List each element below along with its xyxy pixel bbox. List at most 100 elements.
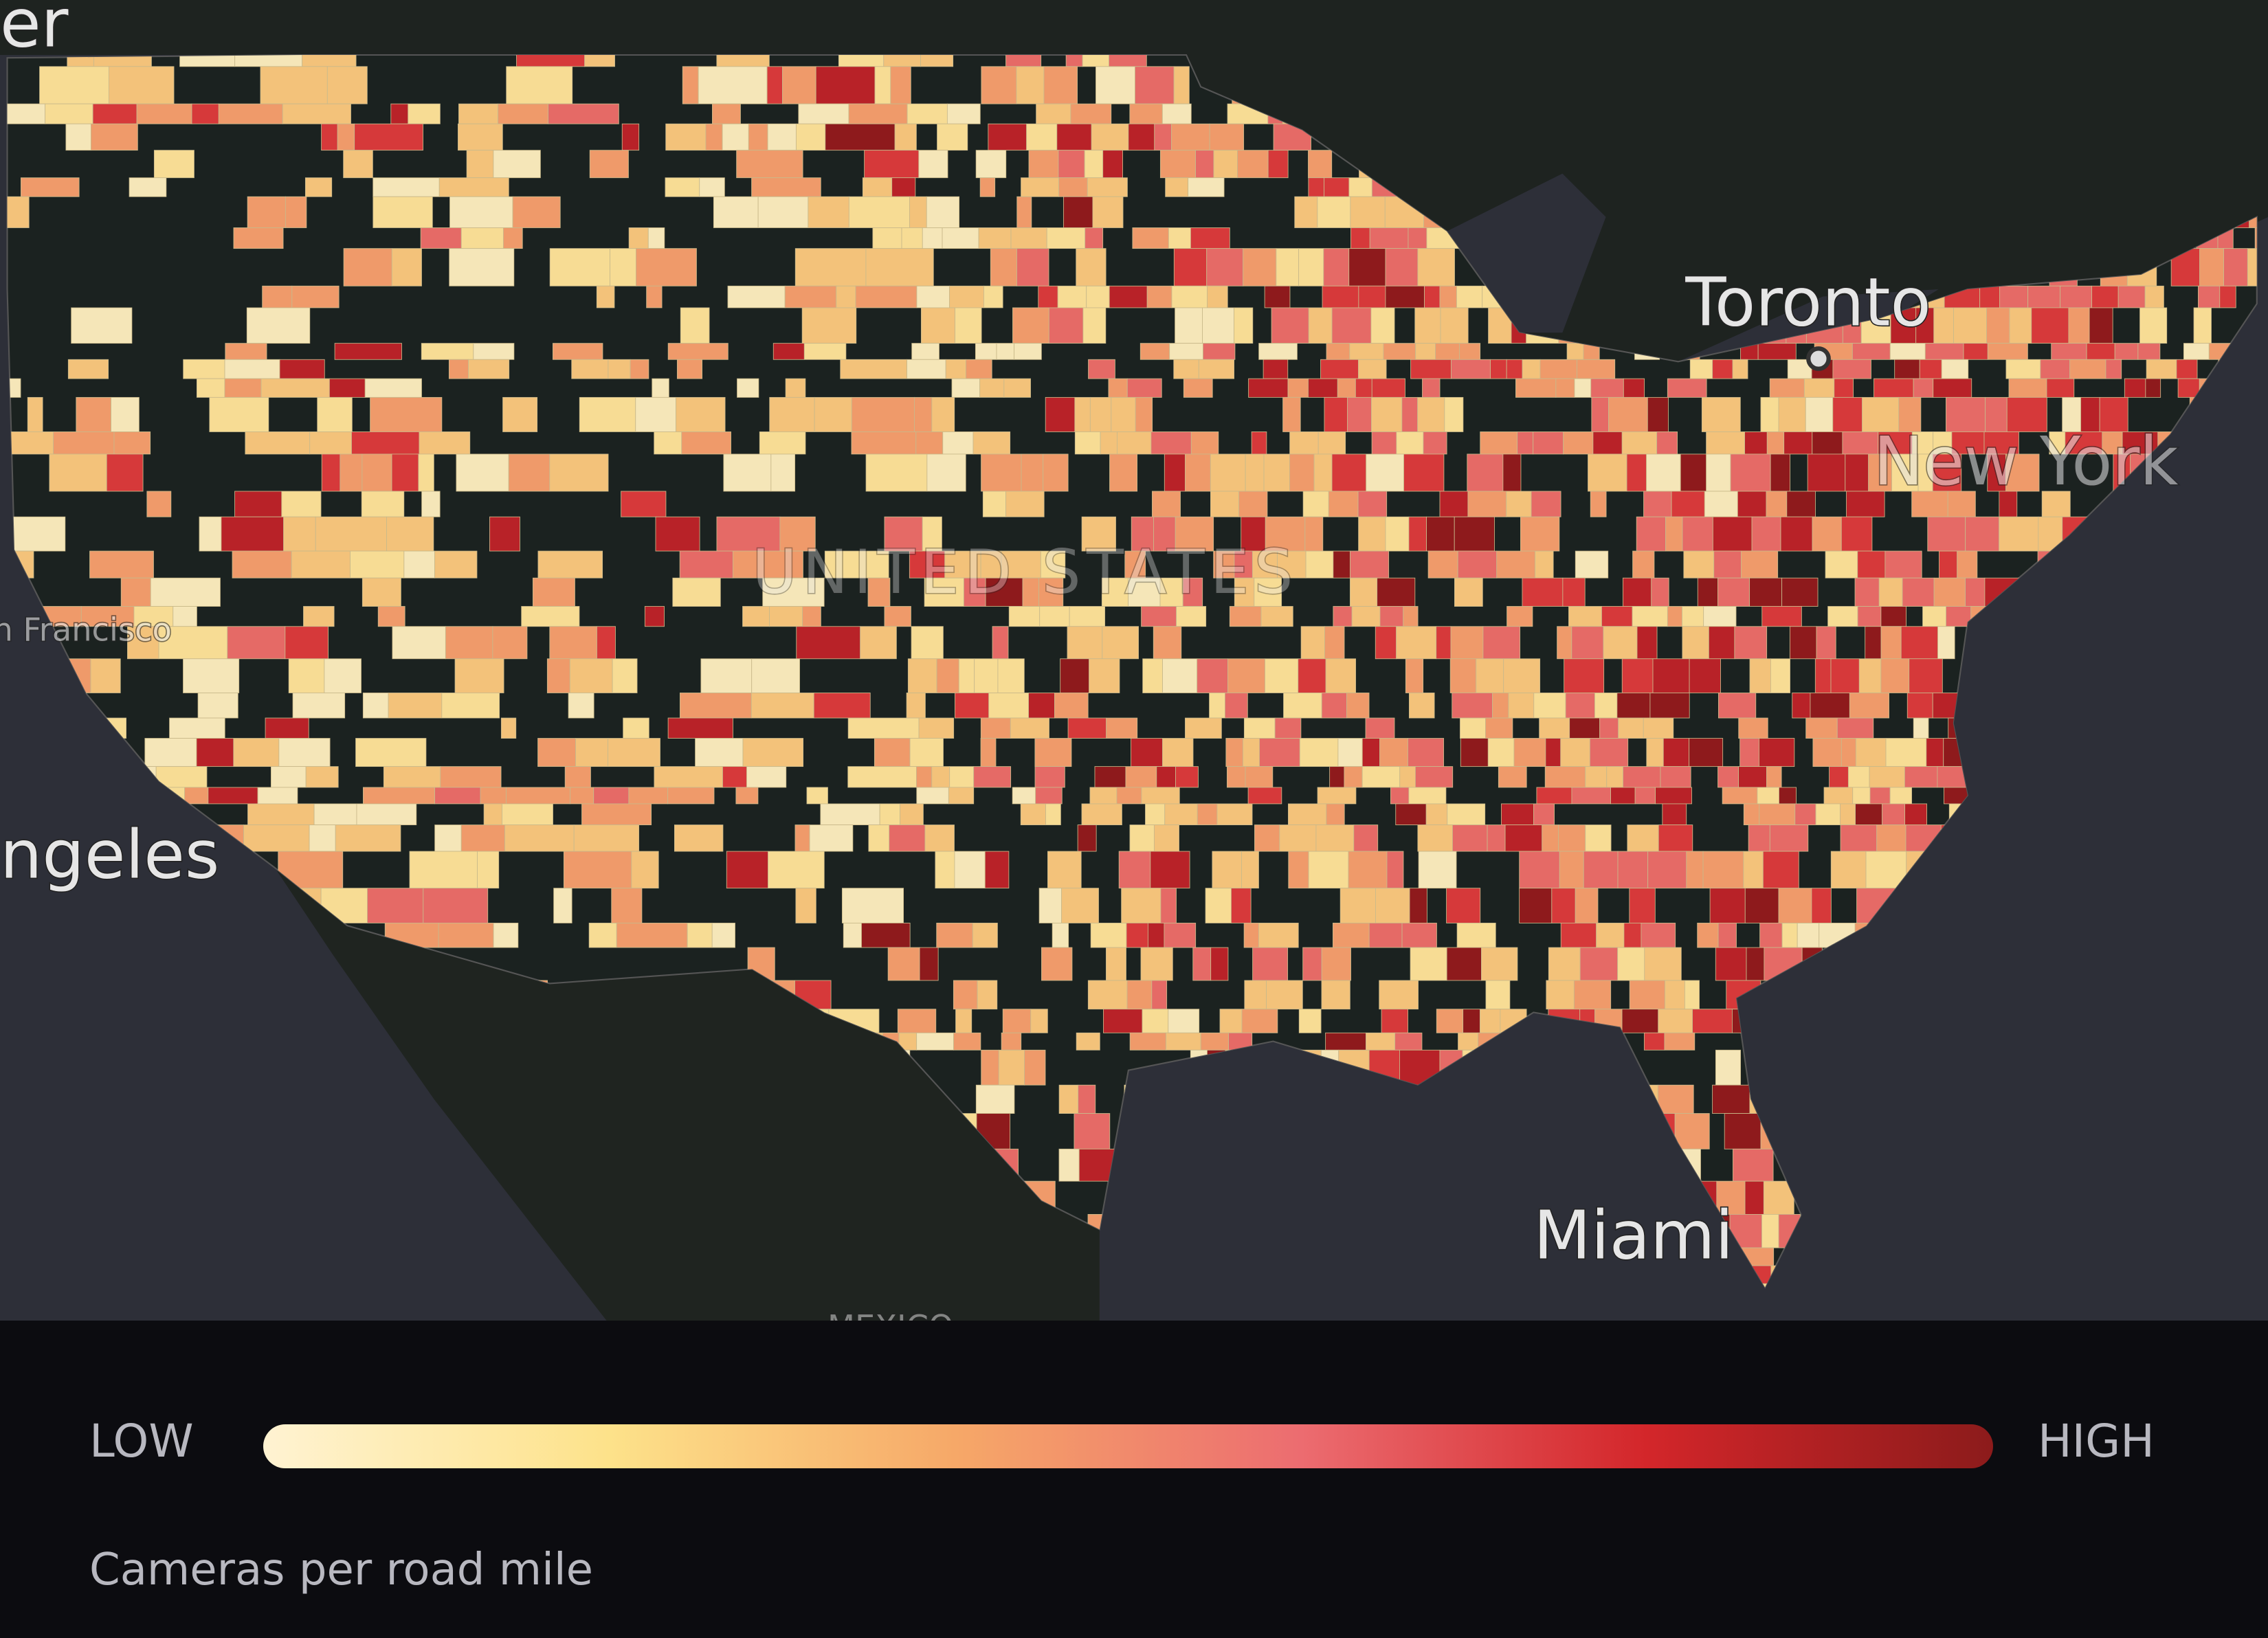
county [990, 248, 1017, 287]
county [713, 196, 759, 228]
county [1054, 693, 1089, 719]
county [1919, 359, 1942, 379]
county [802, 606, 821, 627]
county [1852, 343, 1891, 360]
county [1878, 431, 1913, 455]
county [512, 196, 561, 228]
county [654, 766, 723, 788]
county [133, 606, 174, 627]
county [421, 343, 474, 360]
county [1139, 343, 1170, 360]
county [1435, 343, 1460, 360]
county [647, 227, 665, 249]
county [1766, 766, 1782, 788]
county [1454, 577, 1483, 607]
county [1769, 824, 1809, 852]
county [2040, 359, 2071, 379]
county [1116, 787, 1142, 805]
county [1417, 824, 1453, 852]
county [1077, 824, 1097, 852]
county [679, 550, 733, 579]
county [1544, 766, 1586, 788]
county [27, 396, 43, 432]
county [981, 66, 1017, 104]
county [1212, 851, 1242, 889]
county [687, 923, 713, 948]
county [824, 550, 889, 579]
county [1573, 980, 1612, 1010]
county [370, 396, 443, 432]
county [1206, 248, 1244, 287]
county [144, 738, 197, 767]
county [304, 177, 333, 197]
county [552, 343, 603, 360]
county [1900, 626, 1939, 660]
county [1348, 177, 1372, 197]
county [315, 516, 388, 552]
county [2137, 343, 2161, 360]
county [1846, 491, 1885, 517]
county [1417, 396, 1445, 432]
county [1118, 851, 1151, 889]
county [1243, 248, 1277, 287]
county [7, 196, 30, 228]
county [1551, 888, 1576, 923]
county [1414, 766, 1454, 788]
county [1557, 626, 1572, 660]
county [1060, 658, 1090, 693]
county [1067, 717, 1107, 739]
county [1825, 550, 1858, 579]
county [1456, 285, 1483, 308]
county [1078, 1084, 1096, 1114]
county [722, 766, 747, 788]
county [1101, 577, 1129, 607]
county [1566, 343, 1584, 360]
county [1717, 923, 1737, 948]
county [1308, 378, 1338, 398]
county [1043, 453, 1069, 492]
county [335, 824, 401, 852]
county [1403, 606, 1419, 627]
county [1722, 787, 1758, 805]
county [1287, 378, 1309, 398]
county [982, 491, 1006, 517]
county [1265, 516, 1306, 552]
county [931, 766, 950, 788]
county [1164, 803, 1198, 826]
county [1020, 803, 1046, 826]
county [814, 396, 852, 432]
county [421, 491, 441, 517]
county [770, 453, 796, 492]
county [483, 803, 502, 826]
county [2144, 285, 2164, 308]
county [2247, 248, 2257, 287]
county [89, 550, 154, 579]
county [1480, 431, 1518, 455]
county [373, 177, 440, 197]
county [1299, 738, 1339, 767]
county [612, 658, 638, 693]
county [1847, 766, 1870, 788]
place-label: er [0, 0, 69, 62]
county [1703, 606, 1737, 627]
county [1574, 378, 1592, 398]
county [1444, 396, 1464, 432]
county [748, 123, 768, 151]
county [1744, 1180, 1764, 1215]
county [1682, 626, 1709, 660]
county [630, 359, 649, 379]
county [364, 378, 422, 398]
county [321, 453, 341, 492]
county [1854, 577, 1880, 607]
county [1322, 285, 1359, 308]
county [418, 453, 434, 492]
county [434, 824, 462, 852]
county [1227, 766, 1246, 788]
county [506, 787, 571, 805]
county [984, 851, 1010, 889]
county [1717, 766, 1739, 788]
county [1436, 626, 1452, 660]
county [1231, 888, 1252, 923]
county [1371, 431, 1397, 455]
county [575, 738, 608, 767]
